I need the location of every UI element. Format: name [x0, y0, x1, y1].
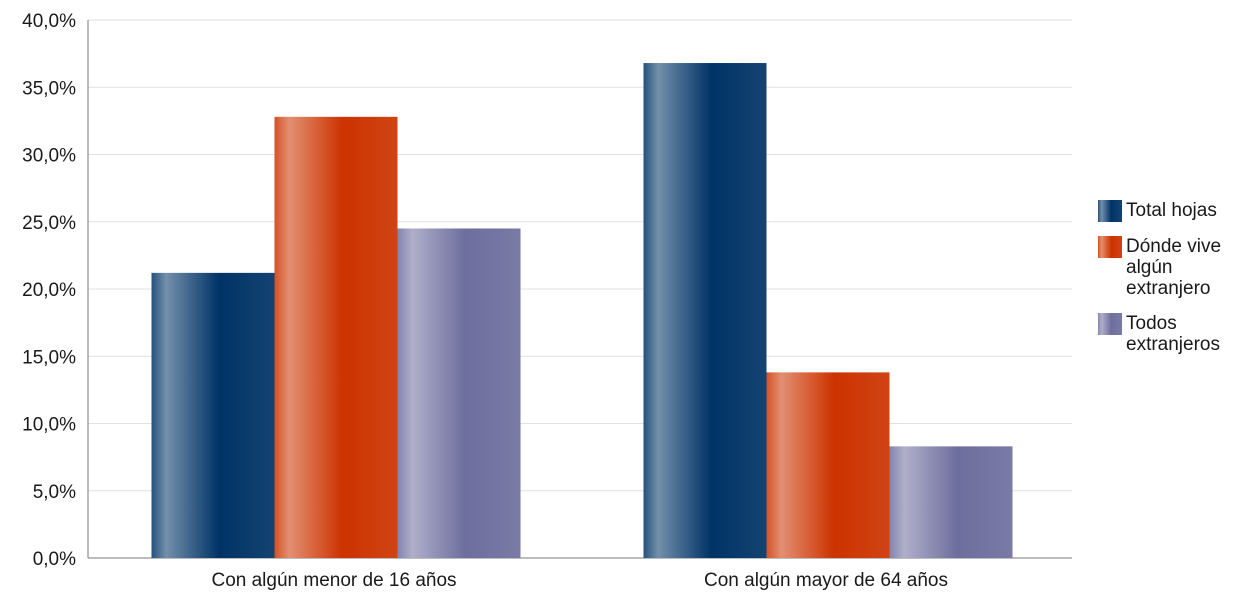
bar-todos-extranjeros-0	[397, 228, 521, 558]
legend-swatch-total-hojas	[1098, 200, 1122, 222]
legend-label-donde-vive: Dónde vive algún extranjero	[1126, 236, 1222, 299]
bar-d-nde-vive-alg-n-extranjero-1	[766, 372, 890, 558]
legend-item-total-hojas: Total hojas	[1098, 200, 1242, 222]
y-tick-label: 35,0%	[22, 78, 76, 99]
legend-label-todos-extranjeros: Todos extranjeros	[1126, 313, 1220, 355]
y-tick-label: 10,0%	[22, 415, 76, 436]
axis-labels: 0,0% 5,0% 10,0% 15,0% 20,0% 25,0% 30,0% 35,0% 40…	[22, 11, 948, 591]
legend-swatch-todos-extranjeros	[1098, 313, 1122, 335]
legend-item-donde-vive: Dónde vive algún extranjero	[1098, 236, 1242, 299]
bars	[151, 63, 1013, 558]
y-tick-label: 15,0%	[22, 347, 76, 368]
y-tick-label: 5,0%	[33, 482, 76, 503]
bar-total-hojas-1	[643, 63, 767, 558]
y-tick-label: 0,0%	[33, 549, 76, 570]
y-tick-label: 30,0%	[22, 146, 76, 167]
legend-swatch-donde-vive	[1098, 236, 1122, 258]
bar-todos-extranjeros-1	[889, 446, 1013, 558]
y-tick-label: 20,0%	[22, 280, 76, 301]
y-tick-label: 25,0%	[22, 213, 76, 234]
legend-label-total-hojas: Total hojas	[1126, 200, 1217, 221]
y-tick-label: 40,0%	[22, 11, 76, 32]
bar-d-nde-vive-alg-n-extranjero-0	[274, 116, 398, 558]
legend-item-todos-extranjeros: Todos extranjeros	[1098, 313, 1242, 355]
x-category-label: Con algún menor de 16 años	[211, 570, 456, 591]
bar-total-hojas-0	[151, 272, 275, 558]
legend: Total hojas Dónde vive algún extranjero To…	[1098, 200, 1242, 369]
x-category-label: Con algún mayor de 64 años	[704, 570, 948, 591]
